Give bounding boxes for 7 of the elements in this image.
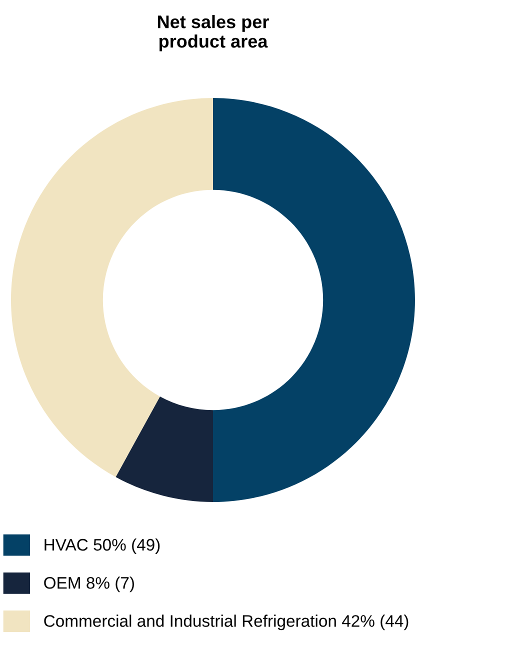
donut-slice <box>11 98 213 478</box>
chart-title: Net sales per product area <box>158 15 269 52</box>
legend-label: HVAC 50% (49) <box>44 538 160 554</box>
legend-label: Commercial and Industrial Refrigeration 42% (44) <box>44 614 408 630</box>
donut-slice <box>116 396 213 502</box>
donut-slice <box>213 98 415 502</box>
legend-label: OEM 8% (7) <box>44 576 134 592</box>
